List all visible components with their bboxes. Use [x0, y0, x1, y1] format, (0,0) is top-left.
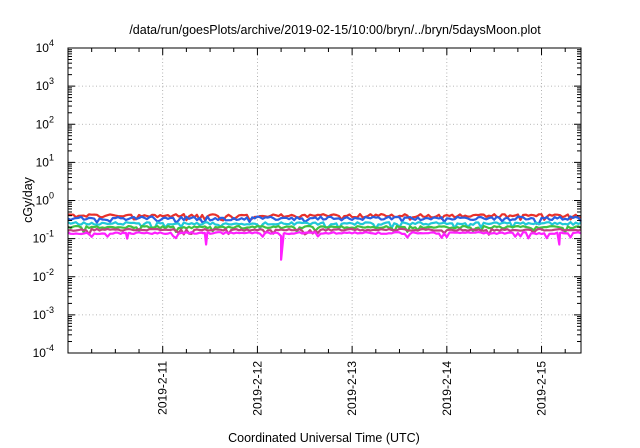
- grid-lines: [68, 48, 581, 353]
- y-tick-label: 103: [36, 76, 54, 93]
- series-line-1: [67, 213, 581, 222]
- x-tick-label: 2019-2-14: [440, 361, 454, 416]
- y-tick-label: 10-3: [33, 305, 54, 322]
- y-tick-labels: 104 103 102 101 100 10-1 10-2 10-3 10-4: [33, 38, 54, 360]
- y-axis-label: cGy/day: [21, 176, 35, 223]
- y-tick-label: 10-4: [33, 343, 54, 360]
- x-tick-label: 2019-2-11: [156, 361, 170, 415]
- axis-ticks: [68, 47, 581, 354]
- series-line-6: [67, 231, 582, 261]
- series-line-2: [67, 215, 582, 225]
- x-tick-labels: 2019-2-11 2019-2-12 2019-2-13 2019-2-14 2019…: [156, 361, 549, 416]
- x-tick-label: 2019-2-15: [535, 361, 549, 416]
- chart-title: /data/run/goesPlots/archive/2019-02-15/1…: [129, 23, 541, 37]
- data-series-group: [67, 213, 582, 261]
- series-line-5: [67, 227, 582, 236]
- x-tick-label: 2019-2-12: [250, 361, 264, 416]
- y-tick-label: 100: [36, 191, 54, 208]
- y-tick-label: 102: [36, 114, 54, 131]
- series-line-4: [67, 225, 582, 234]
- x-tick-label: 2019-2-13: [345, 361, 359, 416]
- y-tick-label: 104: [36, 38, 54, 55]
- x-axis-label: Coordinated Universal Time (UTC): [228, 431, 420, 445]
- y-tick-label: 10-1: [33, 229, 54, 246]
- y-tick-label: 101: [36, 152, 54, 169]
- y-tick-label: 10-2: [33, 267, 54, 284]
